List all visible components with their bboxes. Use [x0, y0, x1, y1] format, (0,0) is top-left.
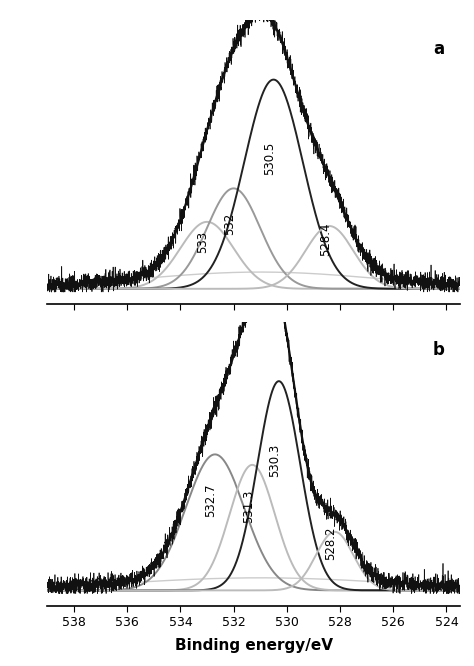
Text: b: b: [433, 342, 445, 360]
Text: 530.5: 530.5: [263, 142, 276, 175]
Text: 530.3: 530.3: [268, 444, 282, 477]
X-axis label: Binding energy/eV: Binding energy/eV: [174, 638, 333, 653]
Text: a: a: [433, 40, 444, 58]
Text: 532.7: 532.7: [204, 484, 218, 517]
Text: 533: 533: [197, 231, 210, 253]
Text: 531.3: 531.3: [242, 490, 255, 523]
Text: 528.4: 528.4: [319, 222, 332, 256]
Text: 532: 532: [223, 212, 236, 235]
Text: 528.2: 528.2: [324, 526, 337, 559]
